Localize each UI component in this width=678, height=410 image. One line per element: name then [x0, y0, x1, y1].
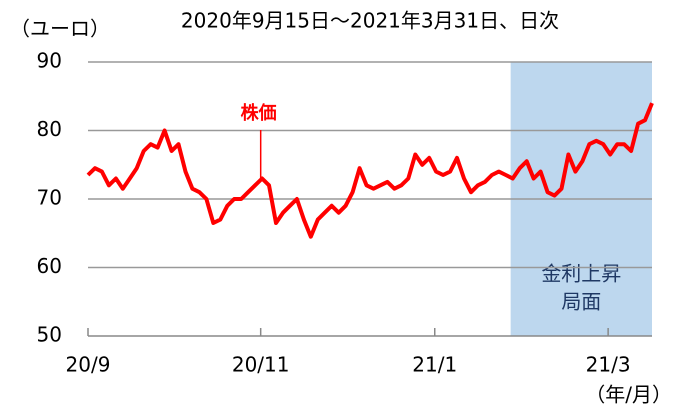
- y-unit: （ユーロ）: [10, 17, 110, 41]
- y-tick-label: 80: [37, 117, 62, 141]
- y-tick-label: 70: [37, 186, 62, 210]
- subtitle: 2020年9月15日～2021年3月31日、日次: [181, 9, 559, 33]
- region-label: 金利上昇: [541, 262, 621, 286]
- y-tick-label: 60: [37, 254, 62, 278]
- x-tick-label: 20/9: [66, 353, 111, 377]
- x-tick-label: 20/11: [232, 353, 290, 377]
- y-tick-label: 90: [37, 49, 62, 73]
- x-unit: （年/月）: [585, 383, 672, 407]
- line-series: [86, 102, 654, 239]
- x-tick-label: 21/3: [586, 353, 631, 377]
- region-label: 局面: [561, 290, 601, 314]
- y-tick-label: 50: [37, 323, 62, 347]
- annotation: 株価: [241, 102, 277, 124]
- x-tick-label: 21/1: [412, 353, 457, 377]
